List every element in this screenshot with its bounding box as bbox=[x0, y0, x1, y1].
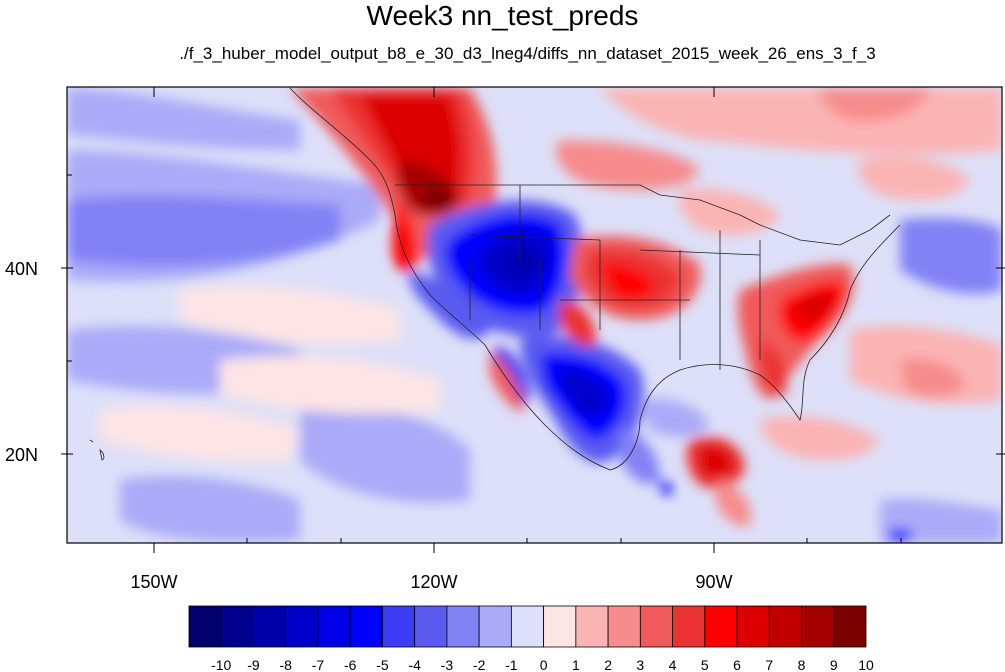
colorbar-swatch bbox=[446, 605, 480, 648]
colorbar-swatch bbox=[768, 605, 802, 648]
colorbar-label: 5 bbox=[701, 657, 709, 672]
lon-tick-label: 120W bbox=[410, 572, 457, 592]
colorbar-swatch bbox=[414, 605, 448, 648]
colorbar-label: 3 bbox=[636, 657, 644, 672]
colorbar-swatch bbox=[510, 605, 545, 648]
colorbar-swatch bbox=[285, 605, 319, 648]
coastlines bbox=[89, 87, 901, 471]
colorbar-label: 8 bbox=[798, 657, 806, 672]
colorbar: -10 -9 -8 -7 -6 -5 -4 -3 -2 -1 0 1 2 3 4 5 6 7 8 9 10 bbox=[188, 605, 874, 672]
colorbar-label: 4 bbox=[669, 657, 677, 672]
colorbar-label: -4 bbox=[408, 657, 421, 672]
colorbar-label: 2 bbox=[604, 657, 612, 672]
colorbar-label: 7 bbox=[765, 657, 773, 672]
colorbar-label: -9 bbox=[247, 657, 260, 672]
colorbar-swatch bbox=[317, 605, 351, 648]
colorbar-label: 9 bbox=[830, 657, 838, 672]
colorbar-swatch bbox=[639, 605, 673, 648]
lon-tick-label: 90W bbox=[695, 572, 732, 592]
colorbar-swatch bbox=[736, 605, 770, 648]
axis-ticks bbox=[61, 87, 1005, 553]
colorbar-swatch bbox=[543, 605, 577, 648]
colorbar-label: 6 bbox=[733, 657, 741, 672]
colorbar-label: -6 bbox=[344, 657, 357, 672]
colorbar-label: -3 bbox=[441, 657, 454, 672]
colorbar-label: -5 bbox=[376, 657, 389, 672]
colorbar-swatch bbox=[801, 605, 835, 648]
colorbar-swatch bbox=[478, 605, 512, 648]
colorbar-swatch bbox=[607, 605, 641, 648]
colorbar-label: 1 bbox=[572, 657, 580, 672]
colorbar-swatch bbox=[349, 605, 383, 648]
colorbar-swatch bbox=[575, 605, 609, 648]
lat-tick-label: 20N bbox=[5, 445, 38, 465]
colorbar-label: -10 bbox=[211, 657, 231, 672]
colorbar-swatch bbox=[382, 605, 416, 648]
colorbar-swatch bbox=[253, 605, 287, 648]
colorbar-swatch bbox=[833, 605, 867, 648]
colorbar-label: 0 bbox=[540, 657, 548, 672]
colorbar-label: 10 bbox=[858, 657, 874, 672]
colorbar-label: -2 bbox=[473, 657, 486, 672]
colorbar-swatch bbox=[672, 605, 706, 648]
lat-tick-label: 40N bbox=[5, 259, 38, 279]
colorbar-swatch bbox=[704, 605, 738, 648]
anomaly-field bbox=[67, 87, 1002, 543]
colorbar-swatch bbox=[220, 605, 254, 648]
map-subtitle: ./f_3_huber_model_output_b8_e_30_d3_lneg… bbox=[179, 44, 876, 63]
map-frame bbox=[66, 86, 1003, 544]
map-title: Week3 nn_test_preds bbox=[366, 0, 639, 31]
colorbar-label: -7 bbox=[312, 657, 325, 672]
lon-tick-label: 150W bbox=[130, 572, 177, 592]
colorbar-label: -8 bbox=[279, 657, 292, 672]
colorbar-label: -1 bbox=[505, 657, 518, 672]
colorbar-swatch bbox=[188, 605, 222, 648]
